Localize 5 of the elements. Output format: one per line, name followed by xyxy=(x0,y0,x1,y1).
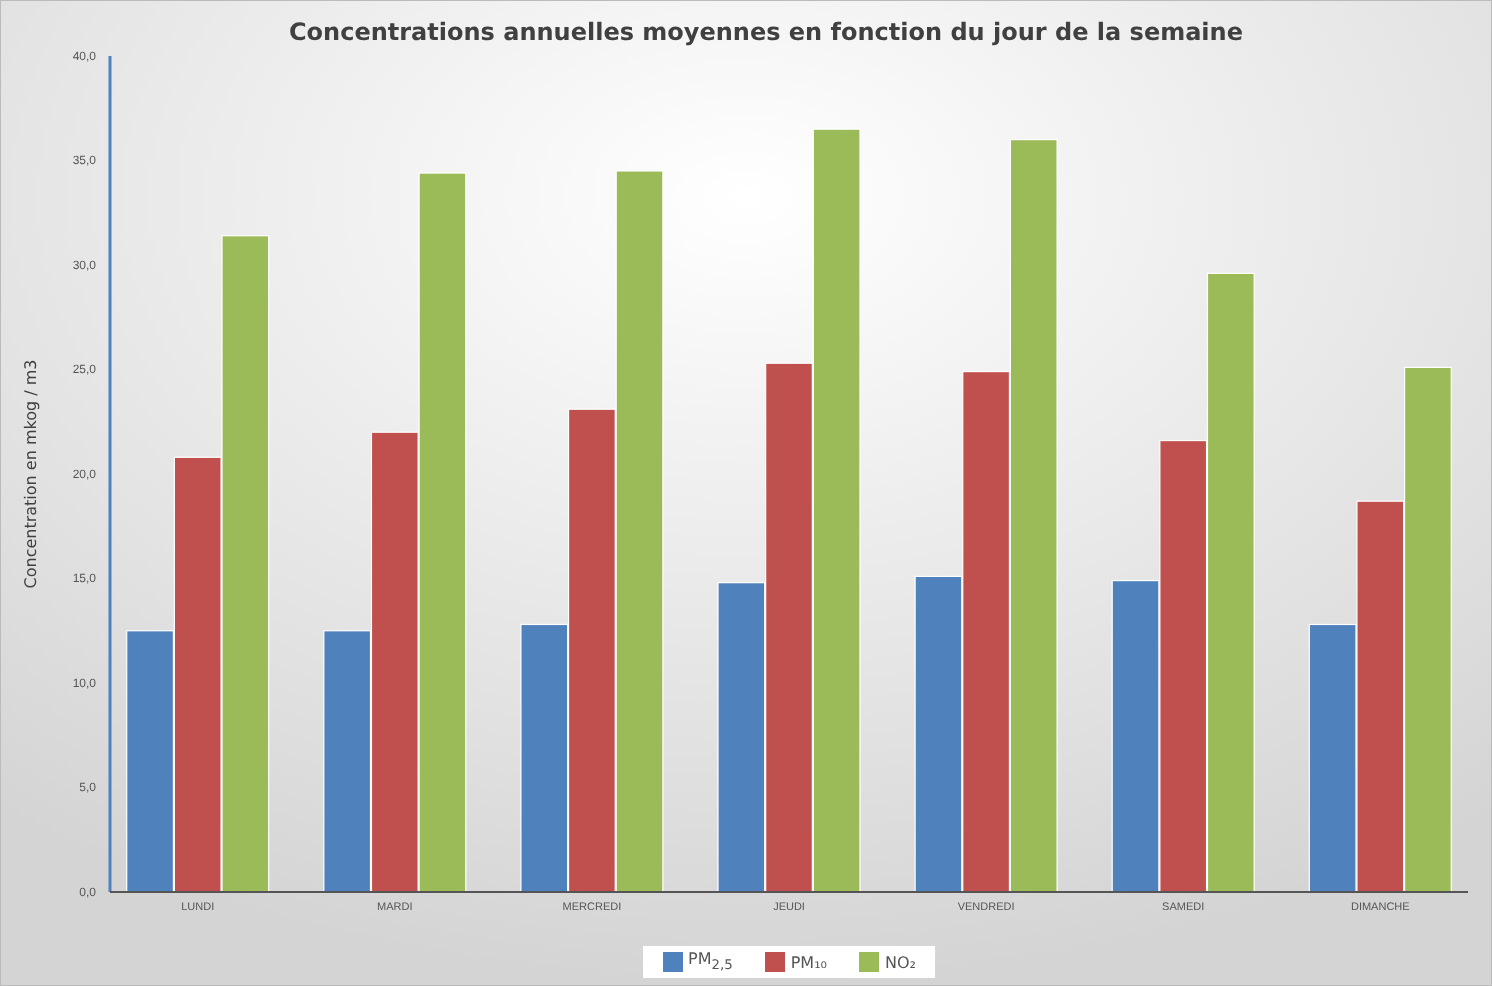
chart-title: Concentrations annuelles moyennes en fonction du jour de la semaine xyxy=(289,18,1243,46)
y-axis-title: Concentration en mkog / m3 xyxy=(22,359,40,589)
legend-label: PM₁₀ xyxy=(790,953,827,972)
text: NO₂ xyxy=(884,953,916,972)
legend-label: PM$_{2,5}$ xyxy=(688,950,733,974)
